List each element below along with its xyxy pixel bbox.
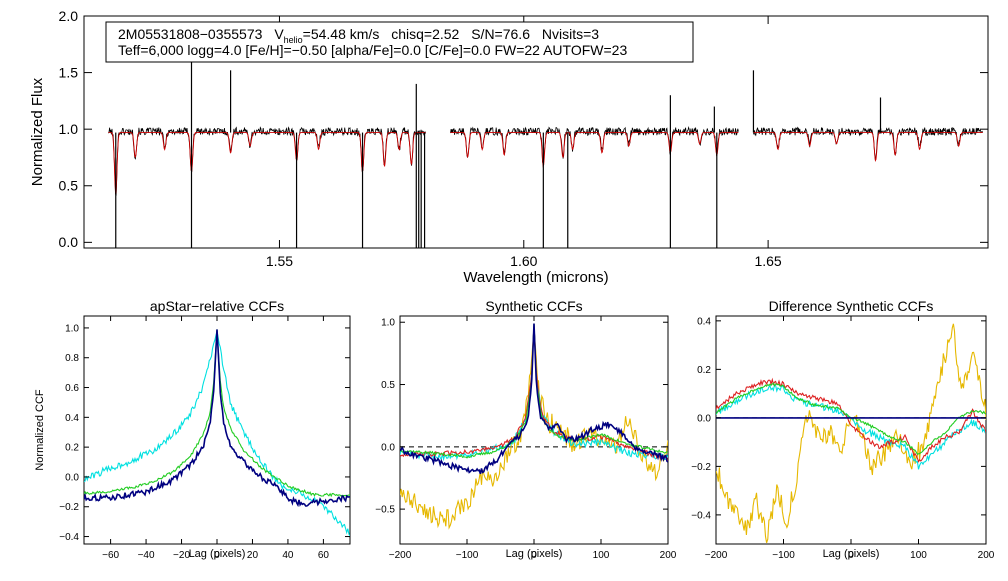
- ccf1-ytick-label-5: 0.6: [65, 383, 79, 394]
- ccf3-series-red: [716, 377, 986, 463]
- ccf2-title: Synthetic CCFs: [485, 298, 582, 314]
- spectrum-xtick-label-1: 1.60: [510, 253, 537, 269]
- spectrum-panel: 1.55 1.60 1.65 0.0 0.5 1.0 1.5 2.0 Wavelength (…: [29, 8, 989, 286]
- ccf1-series-navy: [84, 329, 350, 508]
- info-line-1: 2M05531808−0355573 Vhelio=54.48 km/s chi…: [118, 26, 599, 45]
- spectrum-xtick-label-2: 1.65: [754, 253, 781, 269]
- ccf3-xtick-label-2: 0: [848, 550, 854, 561]
- ccf3-xtick-label-3: 100: [910, 550, 927, 561]
- spectrum-axes: 1.55 1.60 1.65 0.0 0.5 1.0 1.5 2.0: [59, 8, 988, 269]
- spectrum-model-chip-1: [450, 132, 739, 168]
- spectrum-ytick-label-0: 0.0: [59, 234, 79, 250]
- info-box-frame: [105, 21, 694, 63]
- ccf2-xtick-label-4: 200: [660, 550, 677, 561]
- ccf1-xtick-label-5: 40: [282, 550, 294, 561]
- vhelio-subscript: helio: [284, 35, 303, 45]
- spectrum-model-chip-0: [108, 132, 426, 194]
- ccf2-series-navy: [400, 323, 668, 475]
- ccf3-ytick-label-1: −0.2: [691, 462, 711, 473]
- ccf3-series-cyan: [716, 384, 986, 470]
- ccf1-plot-frame: [83, 315, 351, 545]
- ccf1-ytick-label-0: −0.4: [59, 532, 79, 543]
- ccf1-y-axis-label: Normalized CCF: [34, 389, 46, 471]
- ccf2-plot-frame: [399, 315, 669, 545]
- star-id: 2M05531808−0355573: [118, 26, 263, 42]
- ccf1-title: apStar−relative CCFs: [150, 298, 284, 314]
- ccf3-ytick-label-4: 0.4: [697, 316, 711, 327]
- snr-value: S/N=76.6: [471, 26, 530, 42]
- ccf1-xtick-label-4: 20: [247, 550, 259, 561]
- ccf1-ytick-label-3: 0.2: [65, 443, 79, 454]
- ccf1-ytick-label-4: 0.4: [65, 413, 79, 424]
- ccf1-ytick-label-6: 0.8: [65, 353, 79, 364]
- spectrum-x-axis-label: Wavelength (microns): [463, 269, 608, 286]
- ccf1-xtick-label-0: −60: [102, 550, 119, 561]
- ccf2-axes: −200 −100 0 100 200 −0.5 0.0 0.5 1.0: [375, 316, 677, 561]
- ccf2-xtick-label-3: 100: [593, 550, 610, 561]
- spectrum-model-chip-2: [753, 132, 983, 162]
- ccf2-series-cyan: [400, 323, 668, 462]
- ccf2-series-yellow: [400, 328, 668, 530]
- ccf-panel-apstar: apStar−relative CCFs −60 −40 −20 0 20 40 60 −0.…: [34, 298, 351, 561]
- ccf1-xtick-label-6: 60: [318, 550, 330, 561]
- spectrum-y-axis-label: Normalized Flux: [29, 77, 46, 186]
- ccf3-x-axis-label: Lag (pixels): [823, 548, 880, 560]
- ccf3-ytick-label-2: 0.0: [697, 413, 711, 424]
- ccf1-plot-area: [84, 329, 350, 537]
- spectrum-info-box: 2M05531808−0355573 Vhelio=54.48 km/s chi…: [105, 21, 694, 63]
- ccf1-ytick-label-1: −0.2: [59, 502, 79, 513]
- ccf1-xtick-label-3: 0: [214, 550, 220, 561]
- spectrum-observed-chip-0: [108, 126, 427, 196]
- ccf3-title: Difference Synthetic CCFs: [769, 298, 934, 314]
- ccf2-x-axis-label: Lag (pixels): [506, 548, 563, 560]
- ccf2-ytick-label-1: 0.0: [381, 442, 395, 453]
- nvisits-value: Nvisits=3: [542, 26, 599, 42]
- vhelio-prefix: V: [274, 26, 284, 42]
- ccf2-xtick-label-1: −100: [456, 550, 479, 561]
- spectrum-xtick-label-0: 1.55: [266, 253, 293, 269]
- ccf2-plot-area: [400, 323, 668, 530]
- ccf2-ytick-label-0: −0.5: [375, 505, 395, 516]
- ccf1-xtick-label-2: −20: [173, 550, 190, 561]
- ccf2-xtick-label-0: −200: [389, 550, 412, 561]
- spectrum-ytick-label-4: 2.0: [59, 8, 79, 24]
- ccf2-xtick-label-2: 0: [531, 550, 537, 561]
- spectrum-ytick-label-2: 1.0: [59, 121, 79, 137]
- ccf1-series-green: [84, 329, 350, 498]
- spectrum-plot-frame: [83, 15, 989, 249]
- chisq-value: chisq=2.52: [391, 26, 459, 42]
- ccf1-ytick-label-2: 0.0: [65, 472, 79, 483]
- spectrum-plot-area: [108, 44, 984, 248]
- ccf1-x-axis-label: Lag (pixels): [189, 548, 246, 560]
- spectrum-ytick-label-3: 1.5: [59, 64, 79, 80]
- ccf1-axes: −60 −40 −20 0 20 40 60 −0.4 −0.2 0.0 0.2 0.4 0.6 0.8 1…: [59, 316, 350, 561]
- ccf3-ytick-label-0: −0.4: [691, 510, 711, 521]
- ccf1-series-cyan: [84, 330, 350, 537]
- ccf3-xtick-label-4: 200: [978, 550, 995, 561]
- ccf3-plot-frame: [715, 315, 987, 545]
- vhelio-value: =54.48 km/s: [303, 26, 380, 42]
- ccf2-ytick-label-2: 0.5: [381, 380, 395, 391]
- ccf-panel-difference: Difference Synthetic CCFs −200 −100 0 100 20…: [691, 298, 995, 561]
- ccf3-xtick-label-1: −100: [772, 550, 795, 561]
- ccf1-ytick-label-7: 1.0: [65, 323, 79, 334]
- info-line-2: Teff=6,000 logg=4.0 [Fe/H]=−0.50 [alpha/…: [118, 42, 627, 58]
- ccf3-xtick-label-0: −200: [705, 550, 728, 561]
- ccf2-ytick-label-3: 1.0: [381, 318, 395, 329]
- ccf3-axes: −200 −100 0 100 200 −0.4 −0.2 0.0 0.2 0.4: [691, 316, 995, 561]
- ccf1-xtick-label-1: −40: [138, 550, 155, 561]
- ccf3-ytick-label-3: 0.2: [697, 365, 711, 376]
- spectrum-ytick-label-1: 0.5: [59, 178, 79, 194]
- ccf3-plot-area: [716, 323, 986, 543]
- ccf-panel-synthetic: Synthetic CCFs −200 −100 0 100 200 −0.5 0.0 0.5…: [375, 298, 677, 561]
